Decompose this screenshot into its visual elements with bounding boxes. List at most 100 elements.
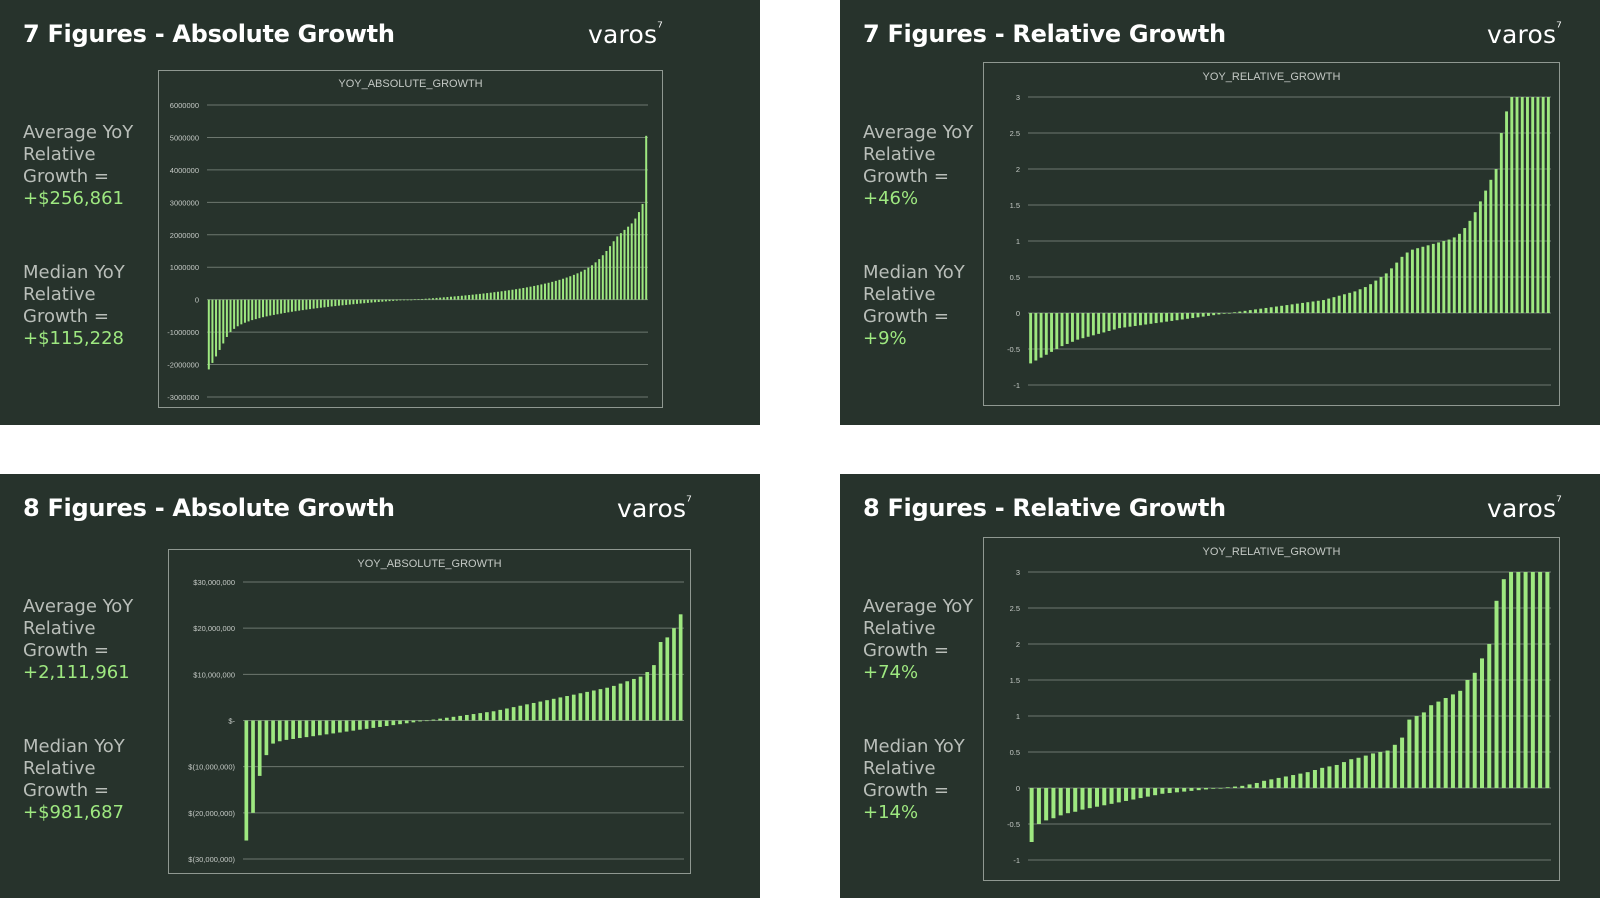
average-stat: Average YoY Relative Growth = +2,111,961 [23,596,148,684]
bar [366,299,369,303]
bar [297,720,302,739]
bar [1044,788,1049,821]
bar [418,720,422,722]
bar [531,702,536,721]
median-label: Median YoY Relative Growth = [23,262,125,327]
bar [1414,716,1419,788]
bar [1087,788,1092,809]
median-label: Median YoY Relative Growth = [23,736,125,801]
median-value: +$981,687 [23,802,124,823]
bar [1494,600,1499,788]
bar [562,278,565,300]
average-label: Average YoY Relative Growth = [863,596,974,661]
bar [641,203,644,300]
logo-mark: ⁷ [686,493,692,510]
bar [1295,303,1299,313]
bar [471,714,476,721]
bar [1180,313,1184,320]
bar [341,299,344,306]
bar [294,299,297,312]
bar [1505,111,1508,314]
panel-title: 7 Figures - Relative Growth [863,20,1226,48]
y-tick-label: 2000000 [170,231,199,240]
bar [1447,239,1451,313]
bar [1515,97,1519,313]
bar [486,293,489,300]
bar [1269,779,1274,788]
bar [410,299,413,301]
panel-title: 7 Figures - Absolute Growth [23,20,395,48]
bar [500,291,503,300]
bar [594,262,597,300]
bar [1285,305,1289,313]
bar [370,299,373,303]
bar [1431,243,1435,313]
bar [1262,780,1267,788]
bar [1379,277,1383,313]
bar [1436,701,1441,788]
logo-text: varos [1487,494,1557,523]
bar [525,704,529,721]
bar [1312,770,1317,788]
median-label: Median YoY Relative Growth = [863,262,965,327]
bar [1337,295,1341,313]
bar [345,299,348,305]
bar [1510,97,1514,313]
bar [280,299,283,314]
bar [351,720,356,731]
bar [1274,306,1278,313]
average-value: +2,111,961 [23,662,130,683]
bar [1298,773,1303,788]
bar [1509,572,1514,788]
bar [1494,169,1498,313]
bar [225,299,228,337]
bar [324,720,329,735]
chart-frame: YOY_RELATIVE_GROWTH 3 2.5 2 1.5 1 0.5 0 -0.5 -1 [983,537,1560,881]
bar [618,683,623,721]
bar [551,281,554,300]
bar [1131,788,1136,800]
bar [1196,313,1200,318]
bar [489,292,492,300]
bar [1269,307,1273,313]
bar [258,299,261,319]
bar [612,241,615,300]
bar [1452,237,1456,313]
bar [1363,755,1368,788]
bar [331,720,336,734]
bar [1523,572,1528,788]
y-tick-label: 2.5 [1010,129,1020,138]
bar [485,712,489,721]
bar [1378,752,1383,788]
varos-logo: varos⁷ [1487,494,1562,523]
bar [364,720,369,729]
bar [381,299,384,302]
bar [1227,313,1231,314]
bar [1369,284,1373,313]
bar [1478,201,1482,313]
bar [1029,788,1034,842]
bar [247,299,250,322]
bar [645,135,648,300]
panel-8-figures-relative: 8 Figures - Relative Growth varos⁷ Avera… [840,474,1600,898]
bar [609,246,612,300]
bar [1112,313,1116,330]
bar [1212,313,1216,316]
bar [1174,788,1179,793]
bar [444,717,449,721]
y-tick-label: -1000000 [167,328,199,337]
bar [623,229,626,300]
bar [1034,313,1038,361]
bar [569,276,572,300]
bar [1320,767,1325,788]
bar [1055,313,1059,349]
bar [1133,313,1137,326]
bar [493,292,496,300]
bar [496,291,499,300]
bar [318,720,322,736]
bar [251,720,255,813]
bar [571,694,576,721]
bar [533,285,536,300]
bar [491,711,496,721]
y-tick-label: 1000000 [170,263,199,272]
